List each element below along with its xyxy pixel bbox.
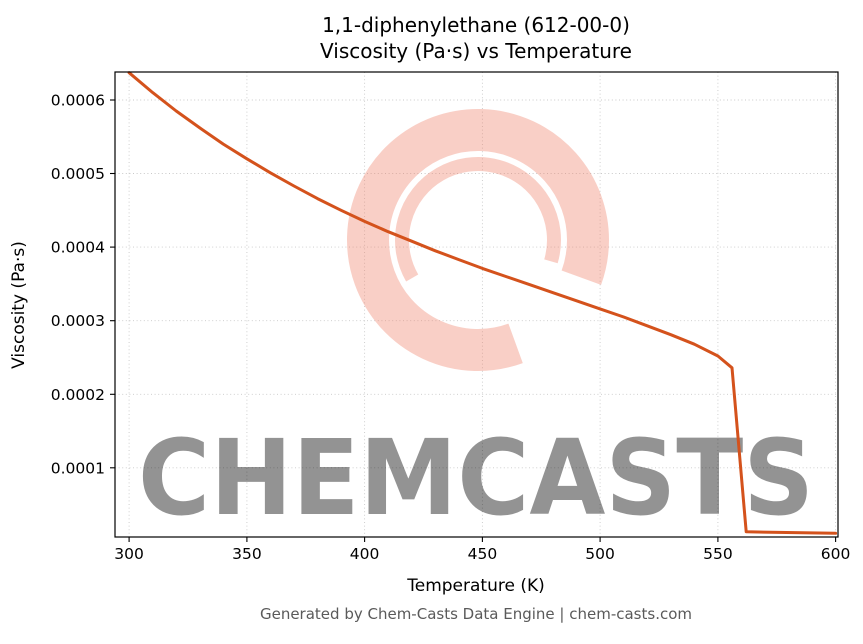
- x-tick-label: 300: [114, 545, 144, 563]
- x-tick-label: 550: [703, 545, 733, 563]
- y-tick-label: 0.0002: [51, 386, 105, 404]
- chart-title-line1: 1,1-diphenylethane (612-00-0): [322, 13, 630, 37]
- y-tick-label: 0.0004: [51, 239, 105, 257]
- watermark-text: CHEMCASTS: [138, 417, 814, 539]
- axis-layer: 300 350 400 450 500 550 600 0.0001 0.0002 0.0003 0…: [51, 71, 851, 563]
- x-axis-label: Temperature (K): [406, 576, 545, 596]
- watermark-inner-ring-icon: [395, 157, 561, 323]
- y-tick-label: 0.0006: [51, 92, 105, 110]
- y-tick-label: 0.0001: [51, 459, 105, 477]
- footer-attribution: Generated by Chem-Casts Data Engine | ch…: [260, 605, 692, 623]
- y-tick-label: 0.0005: [51, 165, 105, 183]
- x-tick-label: 350: [232, 545, 262, 563]
- watermark-ring-icon: [347, 109, 609, 371]
- plot-border: [114, 71, 839, 538]
- series-layer: [127, 71, 838, 535]
- y-axis-label: Viscosity (Pa·s): [9, 241, 29, 369]
- x-tick-label: 400: [350, 545, 380, 563]
- series-line-viscosity: [127, 71, 838, 535]
- chart-title-line2: Viscosity (Pa·s) vs Temperature: [320, 39, 632, 63]
- x-tick-label: 600: [821, 545, 851, 563]
- y-tick-label: 0.0003: [51, 312, 105, 330]
- x-tick-label: 450: [468, 545, 498, 563]
- x-tick-label: 500: [585, 545, 615, 563]
